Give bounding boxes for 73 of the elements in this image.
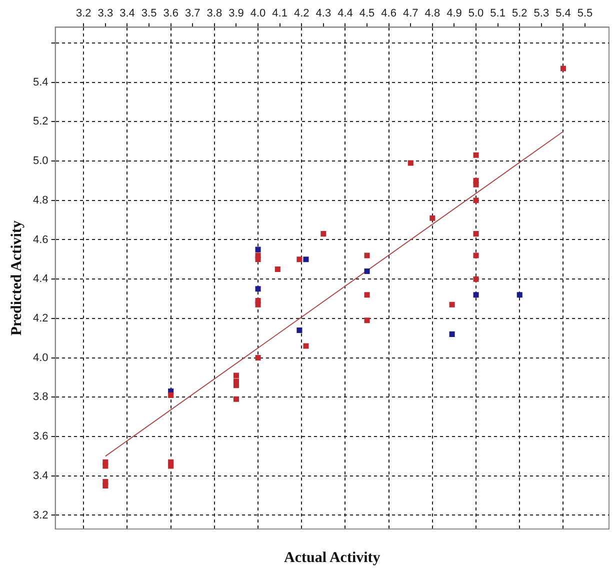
x-tick-label: 4.6 — [381, 8, 396, 20]
y-tick-label: 4.2 — [32, 312, 48, 324]
x-tick-label: 3.7 — [184, 8, 200, 20]
x-tick-label: 5.4 — [556, 8, 571, 20]
y-tick-label: 4.6 — [32, 234, 48, 246]
y-tick-label: 4.8 — [32, 194, 48, 206]
x-tick-label: 5.2 — [512, 8, 528, 20]
x-tick-label: 5.5 — [577, 8, 593, 20]
x-tick-label: 3.2 — [76, 8, 92, 20]
point — [303, 343, 309, 349]
y-axis-title: Predicted Activity — [8, 220, 25, 336]
x-tick-label: 4.0 — [250, 8, 266, 20]
point — [320, 231, 326, 237]
y-tick-label: 3.6 — [32, 430, 48, 443]
point — [364, 252, 370, 258]
point — [255, 256, 261, 262]
x-tick-label: 4.5 — [359, 8, 375, 20]
point — [233, 378, 239, 384]
x-tick-label: 5.3 — [534, 8, 550, 20]
y-tick-label: 3.8 — [32, 391, 48, 404]
point — [364, 268, 370, 274]
point — [296, 256, 302, 262]
x-axis-title: Actual Activity — [284, 550, 381, 566]
y-tick-label: 5.4 — [32, 76, 48, 88]
y-tick-label: 5.2 — [32, 116, 48, 128]
point — [255, 355, 261, 361]
point — [255, 246, 261, 252]
y-tick-label: 3.2 — [32, 509, 48, 522]
point — [449, 302, 455, 308]
point — [516, 292, 522, 298]
x-tick-label: 3.9 — [228, 8, 244, 20]
point — [168, 459, 174, 465]
x-tick-label: 3.6 — [163, 8, 178, 20]
x-tick-label: 4.2 — [294, 8, 310, 20]
point — [102, 459, 108, 465]
x-tick-label: 4.1 — [272, 8, 288, 20]
x-tick-label: 4.3 — [316, 8, 332, 20]
x-tick-label: 5.1 — [490, 8, 506, 20]
point — [473, 292, 479, 298]
point — [430, 215, 436, 221]
point — [233, 372, 239, 378]
x-tick-label: 5.0 — [468, 8, 484, 20]
y-tick-label: 3.4 — [32, 470, 48, 482]
point — [473, 231, 479, 237]
x-tick-label: 3.8 — [206, 8, 222, 20]
x-tick-label: 4.7 — [402, 8, 418, 20]
y-tick-label: 4.4 — [32, 273, 48, 286]
point — [303, 256, 309, 262]
point — [560, 66, 566, 72]
point — [473, 276, 479, 282]
x-tick-label: 3.5 — [141, 8, 157, 20]
point — [102, 479, 108, 485]
point — [473, 198, 479, 204]
point — [255, 286, 261, 292]
point — [473, 182, 479, 188]
x-tick-label: 4.4 — [338, 8, 353, 20]
point — [296, 327, 302, 334]
point — [408, 160, 414, 166]
point — [274, 266, 280, 272]
y-tick-label: 4.0 — [32, 352, 48, 364]
point — [473, 152, 479, 158]
x-tick-label: 4.8 — [424, 8, 440, 20]
point — [168, 392, 174, 398]
point — [255, 298, 261, 304]
y-tick-label: 5.0 — [32, 155, 48, 168]
x-tick-label: 4.9 — [446, 8, 462, 20]
point — [364, 292, 370, 298]
x-tick-label: 3.3 — [98, 8, 114, 20]
point — [473, 252, 479, 258]
point — [364, 318, 370, 324]
point — [449, 331, 455, 337]
point — [233, 396, 239, 402]
x-tick-label: 3.4 — [120, 8, 135, 20]
